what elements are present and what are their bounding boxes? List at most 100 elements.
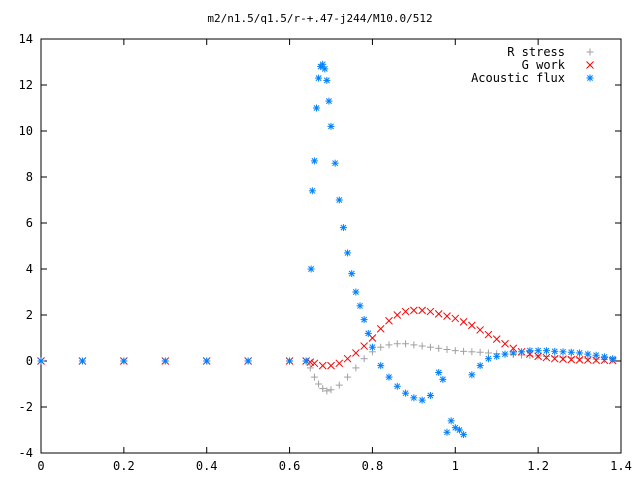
data-point	[321, 65, 329, 73]
data-point	[364, 329, 372, 337]
data-point	[319, 385, 327, 393]
legend-label: G work	[522, 58, 566, 72]
data-point	[344, 249, 352, 257]
data-point	[302, 357, 310, 365]
data-point	[335, 196, 343, 204]
data-point	[385, 316, 393, 325]
data-point	[244, 357, 252, 365]
data-point	[410, 306, 418, 315]
data-point	[410, 394, 418, 402]
legend-marker	[586, 61, 594, 69]
data-point	[327, 122, 335, 130]
data-point	[318, 361, 327, 370]
legend-label: Acoustic flux	[471, 71, 565, 85]
data-point	[410, 341, 418, 349]
data-point	[455, 426, 463, 434]
x-tick-label: 1	[452, 459, 459, 473]
data-point	[439, 375, 447, 383]
data-point	[307, 265, 315, 273]
data-point	[393, 311, 402, 319]
data-point	[592, 351, 600, 359]
data-point	[418, 306, 426, 315]
data-point	[600, 353, 608, 361]
data-point	[435, 344, 443, 352]
data-point	[377, 343, 385, 351]
data-point	[203, 357, 211, 365]
data-point	[327, 386, 335, 394]
data-point	[447, 417, 455, 425]
data-point	[360, 342, 368, 350]
data-point	[526, 347, 534, 355]
x-tick-label: 0	[37, 459, 44, 473]
data-point	[385, 373, 393, 381]
data-point	[584, 356, 592, 364]
data-point	[323, 76, 331, 84]
axes: 0 0.2 0.4 0.6 0.8 1 1.2 1.4 -4 -2 0 2 4 6 8 10 12 14	[19, 32, 632, 473]
data-point	[534, 347, 542, 355]
data-point	[451, 314, 460, 323]
data-point	[426, 307, 435, 316]
y-tick-label: 0	[26, 354, 33, 368]
data-point	[348, 270, 356, 278]
legend-marker	[586, 74, 594, 82]
data-point	[352, 288, 360, 296]
data-point	[460, 347, 468, 355]
y-tick-label: 6	[26, 216, 33, 230]
data-point	[468, 321, 476, 330]
chart-title: m2/n1.5/q1.5/r-+.47-j244/M10.0/512	[207, 12, 432, 25]
y-tick-label: 8	[26, 170, 33, 184]
legend-marker	[586, 48, 594, 56]
data-point	[575, 355, 584, 364]
data-point	[343, 354, 352, 363]
data-point	[443, 346, 451, 353]
data-point	[339, 224, 347, 232]
series-acoustic-flux	[37, 60, 617, 439]
data-point	[542, 353, 551, 362]
y-tick-label: -4	[19, 446, 33, 460]
data-point	[161, 357, 169, 365]
data-point	[120, 357, 128, 365]
data-point	[534, 352, 542, 361]
y-tick-label: 10	[19, 124, 33, 138]
data-point	[352, 364, 360, 372]
data-point	[331, 159, 339, 167]
data-point	[492, 335, 501, 344]
data-point	[501, 339, 509, 348]
data-point	[393, 340, 401, 348]
data-point	[550, 354, 559, 363]
plot-border	[40, 38, 622, 454]
data-point	[559, 355, 567, 364]
data-point	[567, 348, 575, 356]
data-point	[37, 357, 45, 365]
data-point	[344, 373, 352, 381]
data-point	[476, 362, 484, 370]
data-point	[518, 348, 526, 356]
data-point	[443, 312, 451, 321]
data-point	[476, 326, 484, 334]
data-point	[377, 362, 385, 370]
x-tick-label: 0.4	[196, 459, 218, 473]
data-point	[501, 350, 509, 358]
data-point	[576, 349, 584, 357]
data-point	[360, 316, 368, 324]
data-point	[426, 392, 434, 399]
data-point	[434, 309, 443, 318]
data-point	[426, 343, 434, 351]
data-point	[584, 350, 592, 358]
data-point	[401, 307, 410, 316]
data-point	[310, 373, 318, 381]
data-point	[315, 380, 323, 388]
data-point	[609, 355, 617, 363]
data-point	[484, 330, 493, 339]
data-point	[402, 389, 410, 397]
data-point	[385, 341, 393, 349]
data-point	[325, 97, 333, 105]
series-layer	[37, 60, 617, 439]
data-point	[310, 359, 319, 368]
data-point	[468, 371, 476, 379]
data-point	[451, 347, 459, 355]
x-tick-label: 0.8	[362, 459, 384, 473]
data-point	[435, 369, 443, 376]
data-point	[315, 74, 323, 82]
